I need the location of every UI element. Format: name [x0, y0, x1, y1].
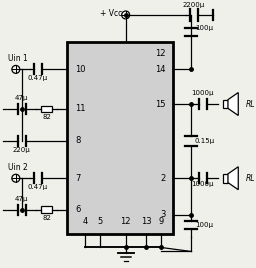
Text: Uin 2: Uin 2	[8, 163, 28, 172]
Text: 0.15µ: 0.15µ	[195, 138, 215, 144]
Polygon shape	[228, 167, 238, 190]
Text: 100µ: 100µ	[195, 25, 213, 31]
Text: 3: 3	[160, 210, 165, 219]
Text: 100µ: 100µ	[195, 222, 213, 228]
Text: 6: 6	[75, 205, 81, 214]
Bar	[40, 206, 52, 213]
Text: 8: 8	[75, 136, 81, 145]
Text: Uin 1: Uin 1	[8, 54, 28, 64]
Bar	[223, 174, 228, 183]
Text: 2: 2	[160, 174, 165, 183]
Text: 10: 10	[75, 65, 86, 74]
Text: 47µ: 47µ	[15, 196, 28, 202]
Text: 9: 9	[159, 217, 164, 226]
Text: 1000µ: 1000µ	[191, 90, 214, 96]
Bar	[223, 100, 228, 108]
Text: 11: 11	[75, 105, 86, 113]
Text: 47µ: 47µ	[15, 95, 28, 101]
Text: 82: 82	[42, 114, 51, 120]
Text: 12: 12	[120, 217, 131, 226]
Text: 220µ: 220µ	[13, 147, 31, 152]
Text: 2200µ: 2200µ	[183, 2, 205, 8]
Text: RL: RL	[246, 174, 255, 183]
Text: 13: 13	[141, 217, 152, 226]
Text: 4: 4	[82, 217, 88, 226]
Bar	[40, 106, 52, 113]
Text: 7: 7	[75, 174, 81, 183]
Text: + Vcc: + Vcc	[100, 9, 123, 18]
Text: 0.47µ: 0.47µ	[28, 75, 48, 81]
Bar	[67, 42, 173, 234]
Polygon shape	[228, 92, 238, 116]
Text: 1000µ: 1000µ	[191, 181, 214, 187]
Text: 14: 14	[155, 65, 165, 74]
Text: 12: 12	[155, 49, 165, 58]
Text: 15: 15	[155, 99, 165, 109]
Text: 82: 82	[42, 215, 51, 221]
Text: 5: 5	[97, 217, 103, 226]
Text: RL: RL	[246, 99, 255, 109]
Text: 0.47µ: 0.47µ	[28, 184, 48, 190]
